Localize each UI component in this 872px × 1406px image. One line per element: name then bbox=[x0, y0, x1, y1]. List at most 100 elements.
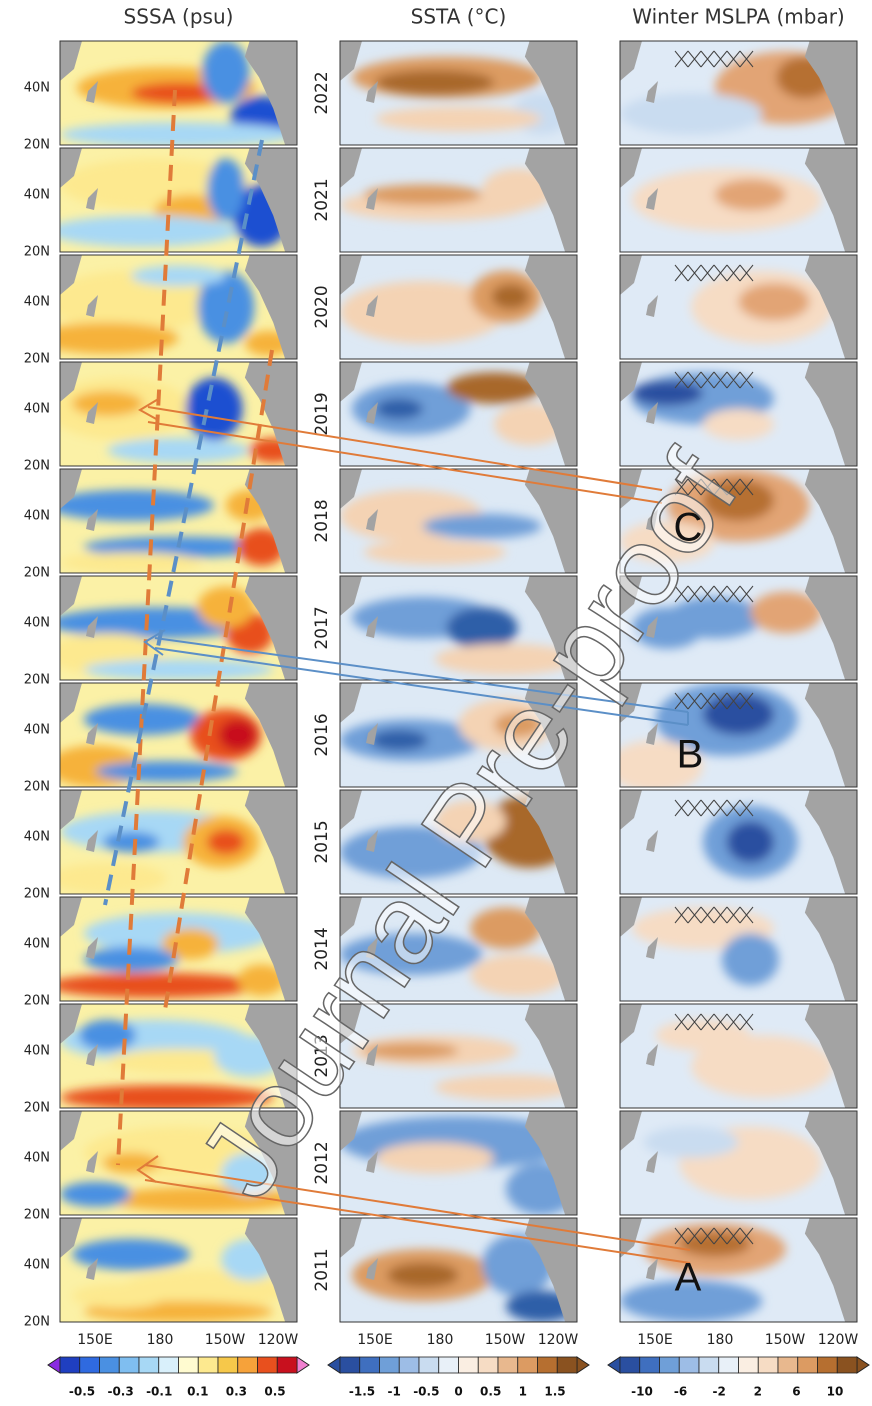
anomaly-blob bbox=[422, 513, 542, 539]
colorbar-end bbox=[607, 1356, 621, 1374]
land bbox=[620, 576, 642, 616]
map-panel bbox=[620, 148, 857, 252]
anomaly-blob bbox=[60, 972, 262, 998]
land bbox=[524, 469, 577, 573]
year-label: 2011 bbox=[312, 1248, 332, 1291]
arrow bbox=[147, 406, 663, 491]
colorbar-swatch bbox=[698, 1356, 720, 1374]
land bbox=[646, 188, 658, 210]
colorbar-swatch bbox=[619, 1356, 641, 1374]
hatching bbox=[674, 906, 754, 924]
land bbox=[804, 1111, 857, 1215]
anomaly-field bbox=[351, 1035, 577, 1100]
colorbar-swatch bbox=[517, 1356, 538, 1374]
land bbox=[340, 683, 362, 723]
colorbar-swatch bbox=[738, 1356, 759, 1374]
colorbar-end bbox=[576, 1356, 590, 1374]
column-title: SSSA (psu) bbox=[124, 5, 234, 29]
anomaly-blob bbox=[71, 391, 143, 417]
land bbox=[620, 41, 642, 81]
colorbar-swatch bbox=[418, 1356, 440, 1374]
panels: SSSA (psu) 40N 20N 40N 20N 40N 20N 40N 20N 40N 20N… bbox=[24, 5, 870, 1399]
anomaly-blob bbox=[446, 372, 542, 404]
anomaly-field bbox=[702, 805, 798, 879]
land bbox=[340, 469, 362, 509]
land bbox=[804, 790, 857, 894]
colorbar-swatch bbox=[477, 1356, 499, 1374]
map-panel bbox=[60, 255, 297, 359]
lat-label: 40N bbox=[24, 616, 50, 631]
colorbar-end bbox=[327, 1356, 341, 1374]
anomaly-field bbox=[620, 683, 798, 787]
lat-label: 40N bbox=[24, 1151, 50, 1166]
anomaly-blob bbox=[237, 528, 286, 566]
panel-frame bbox=[619, 1217, 858, 1323]
land bbox=[340, 1004, 362, 1044]
lon-label: 120W bbox=[818, 1332, 859, 1348]
lon-label: 180 bbox=[427, 1332, 454, 1348]
land bbox=[340, 897, 362, 937]
panel-frame bbox=[339, 1003, 578, 1109]
anomaly-blob bbox=[206, 158, 245, 221]
colorbar-swatch bbox=[217, 1356, 239, 1374]
map-panel bbox=[60, 683, 297, 787]
panel-frame bbox=[339, 1110, 578, 1216]
land bbox=[340, 790, 362, 830]
anomaly-blob bbox=[375, 398, 423, 420]
colorbar-swatch bbox=[556, 1356, 578, 1374]
lat-label: 20N bbox=[24, 566, 50, 581]
colorbar-label: -0.3 bbox=[107, 1385, 133, 1399]
lat-label: 20N bbox=[24, 994, 50, 1009]
colorbar-label: 0 bbox=[454, 1385, 462, 1399]
column-title: Winter MSLPA (mbar) bbox=[632, 5, 844, 29]
panel-frame bbox=[339, 40, 578, 146]
anomaly-field bbox=[620, 51, 857, 135]
land bbox=[86, 937, 98, 959]
lon-label: 150E bbox=[77, 1332, 113, 1348]
colorbar-end bbox=[296, 1356, 310, 1374]
lat-label: 20N bbox=[24, 1101, 50, 1116]
land bbox=[60, 255, 82, 295]
land bbox=[646, 402, 658, 424]
hatching bbox=[674, 1013, 754, 1031]
colorbar-label: -0.1 bbox=[146, 1385, 172, 1399]
land bbox=[366, 937, 378, 959]
panel-frame bbox=[619, 1003, 858, 1109]
anomaly-blob bbox=[197, 586, 255, 628]
lon-label: 120W bbox=[258, 1332, 299, 1348]
land bbox=[244, 576, 297, 680]
column-title: SSTA (°C) bbox=[411, 5, 507, 29]
land bbox=[244, 255, 297, 359]
panel-frame bbox=[59, 254, 298, 360]
colorbar-label: -1 bbox=[387, 1385, 400, 1399]
map-panel bbox=[60, 148, 297, 252]
map-panel bbox=[620, 683, 857, 787]
colorbar-swatch bbox=[678, 1356, 700, 1374]
lat-label: 20N bbox=[24, 352, 50, 367]
land bbox=[340, 148, 362, 188]
map-panel bbox=[340, 148, 577, 252]
land bbox=[524, 1111, 577, 1215]
colorbar-swatch bbox=[79, 1356, 100, 1374]
anomaly-blob bbox=[620, 93, 763, 135]
year-label: 2013 bbox=[312, 1034, 332, 1077]
land bbox=[340, 576, 362, 616]
anomaly-blob bbox=[702, 693, 775, 735]
anomaly-blob bbox=[131, 82, 226, 104]
anomaly-blob bbox=[78, 1019, 136, 1051]
land bbox=[366, 1258, 378, 1280]
land bbox=[60, 469, 82, 509]
anomaly-blob bbox=[363, 184, 483, 206]
panel-frame bbox=[59, 682, 298, 788]
land bbox=[366, 616, 378, 638]
anomaly-field bbox=[351, 596, 577, 675]
panel-frame bbox=[619, 468, 858, 574]
land bbox=[620, 683, 642, 723]
land bbox=[524, 255, 577, 359]
land bbox=[340, 1218, 362, 1258]
year-label: 2016 bbox=[312, 713, 332, 756]
land bbox=[804, 362, 857, 466]
colorbar-end bbox=[47, 1356, 61, 1374]
anomaly-blob bbox=[60, 215, 238, 247]
anomaly-field bbox=[631, 168, 822, 232]
